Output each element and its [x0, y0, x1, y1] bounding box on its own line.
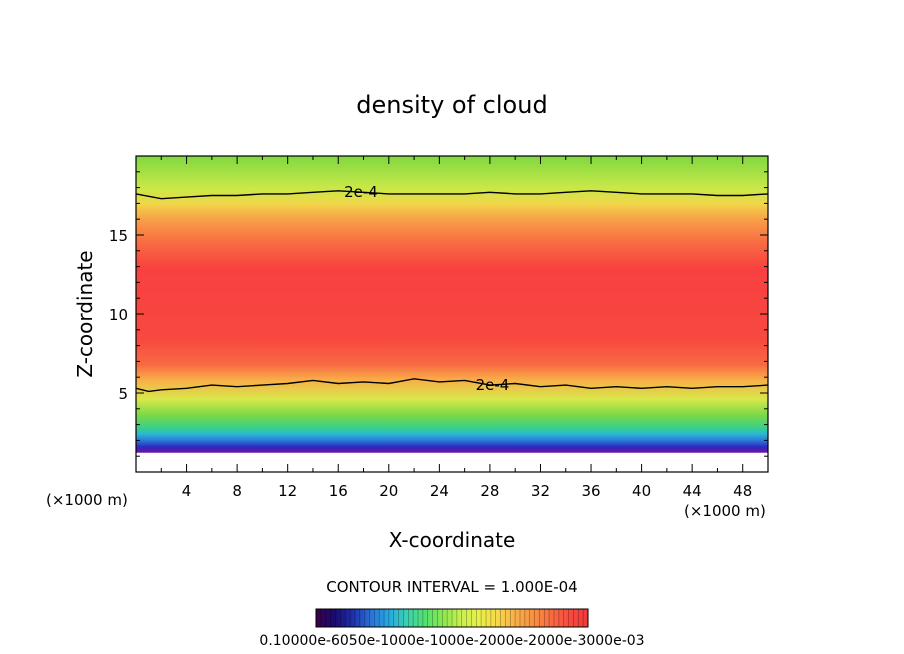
x-tick-label: 20 — [379, 482, 398, 500]
x-tick-label: 36 — [581, 482, 600, 500]
y-tick-label: 10 — [109, 306, 128, 324]
contour-line — [136, 190, 768, 200]
y-axis-label: Z-coordinate — [73, 250, 97, 377]
x-unit-label: (×1000 m) — [46, 491, 128, 509]
contour-label: 2e-4 — [344, 183, 378, 201]
chart-title: density of cloud — [356, 91, 547, 119]
x-tick-label: 16 — [329, 482, 348, 500]
contour-layer — [136, 190, 768, 393]
density-field — [136, 156, 768, 472]
contour-interval-text: CONTOUR INTERVAL = 1.000E-04 — [326, 578, 577, 596]
colorbar-tick-labels: 0.10000e-6050e-1000e-1000e-2000e-2000e-3… — [259, 633, 644, 649]
y-unit-label: (×1000 m) — [684, 502, 766, 520]
x-tick-label: 12 — [278, 482, 297, 500]
x-axis-label: X-coordinate — [389, 528, 516, 552]
colorbar: 0.10000e-6050e-1000e-1000e-2000e-2000e-3… — [259, 608, 645, 649]
y-tick-label: 15 — [109, 227, 128, 245]
y-tick-label: 5 — [118, 385, 128, 403]
x-tick-label: 32 — [531, 482, 550, 500]
x-tick-label: 44 — [683, 482, 702, 500]
x-tick-label: 4 — [182, 482, 192, 500]
plot-area — [136, 156, 768, 472]
x-tick-label: 24 — [430, 482, 449, 500]
x-tick-label: 40 — [632, 482, 651, 500]
x-tick-label: 8 — [232, 482, 242, 500]
colorbar-ticks — [315, 609, 589, 627]
y-axis-ticks: 5 10 15 — [109, 171, 768, 457]
contour-line — [136, 378, 768, 393]
x-tick-label: 48 — [733, 482, 752, 500]
x-axis-ticks: 4 8 12 16 20 24 28 32 36 40 44 48 — [160, 156, 752, 500]
contour-label: 2e-4 — [476, 376, 510, 394]
x-tick-label: 28 — [480, 482, 499, 500]
contour-label-layer: 2e-4 2e-4 — [344, 183, 509, 394]
